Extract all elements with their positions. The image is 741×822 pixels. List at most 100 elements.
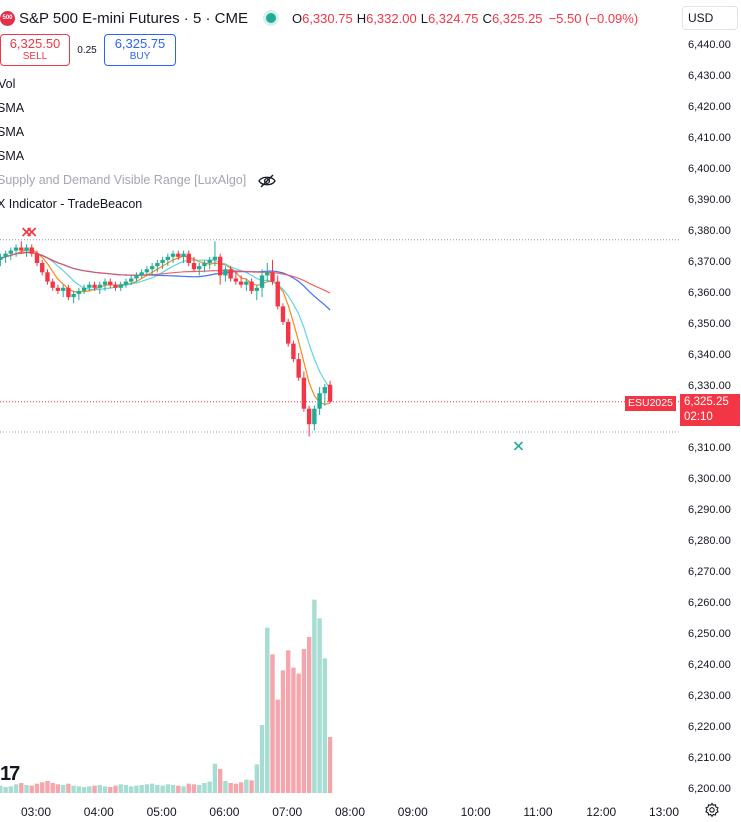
market-open-status-icon[interactable] (265, 13, 276, 23)
candle-body (275, 281, 280, 307)
candle-body (312, 408, 317, 425)
volume-bar (312, 599, 317, 793)
price-tick: 6,220.00 (688, 721, 731, 733)
volume-bar (13, 784, 19, 793)
volume-bar (123, 785, 129, 793)
volume-bar (181, 786, 186, 793)
price-tick: 6,200.00 (688, 783, 731, 795)
price-tick: 6,230.00 (688, 690, 731, 702)
volume-bar (66, 783, 71, 793)
price-tick: 6,350.00 (688, 318, 731, 330)
candle-body (102, 281, 108, 285)
sell-label: SELL (22, 51, 48, 62)
volume-bar (71, 785, 76, 793)
sell-signal-marker (27, 227, 37, 237)
candle-body (238, 281, 244, 285)
time-tick: 09:00 (397, 805, 428, 819)
candle-body (296, 359, 301, 378)
volume-bar (249, 780, 254, 793)
chart-pane[interactable] (0, 0, 680, 796)
volume-bar (265, 627, 270, 793)
price-tick: 6,290.00 (688, 504, 731, 516)
volume-bar (327, 737, 333, 793)
volume-bar (223, 781, 228, 793)
low-value: 6,324.75 (427, 10, 479, 26)
currency-selector[interactable]: USD (682, 6, 738, 30)
time-axis[interactable] (0, 796, 741, 822)
volume-bar (134, 785, 139, 793)
candle-body (19, 247, 24, 251)
indicator-vol[interactable]: Vol (0, 77, 16, 91)
candlestick-chart[interactable] (0, 0, 680, 796)
sell-button[interactable]: 6,325.50 SELL (0, 34, 70, 66)
bar-countdown: 02:10 (684, 411, 713, 423)
candle-body (118, 284, 123, 288)
indicator-supply-demand[interactable]: Supply and Demand Visible Range [LuxAlgo… (0, 173, 276, 188)
buy-signal-marker (513, 441, 524, 451)
volume-bar (139, 785, 144, 793)
indicator-tradebeacon[interactable]: X Indicator - TradeBeacon (0, 197, 143, 211)
candle-body (317, 393, 322, 409)
candle-body (160, 259, 165, 263)
volume-bar (118, 784, 123, 793)
volume-bar (76, 786, 82, 793)
symbol-logo-icon[interactable]: 500 (0, 10, 15, 26)
indicator-sma-3[interactable]: SMA (0, 149, 25, 163)
candle-body (228, 269, 233, 279)
eye-hidden-icon[interactable] (257, 174, 276, 188)
volume-bar (19, 783, 24, 793)
price-tick: 6,270.00 (688, 566, 731, 578)
candle-body (66, 287, 71, 298)
price-tick: 6,240.00 (688, 659, 731, 671)
tradingview-logo-icon[interactable]: 17 (0, 763, 20, 785)
volume-bar (60, 785, 66, 793)
signal-cross (27, 227, 37, 237)
candle-body (259, 275, 265, 288)
price-tick: 6,260.00 (688, 597, 731, 609)
time-tick: 04:00 (83, 805, 114, 819)
candle-body (113, 284, 118, 288)
volume-bar (202, 783, 207, 793)
change-value: −5.50 (−0.09%) (548, 10, 639, 26)
candle-body (202, 263, 207, 267)
candle-body (286, 321, 291, 344)
price-tick: 6,440.00 (688, 39, 731, 51)
candle-body (322, 387, 328, 394)
candle-body (76, 290, 82, 294)
last-price-label: 6,325.25 02:10 (680, 394, 740, 426)
low-label: L (420, 10, 428, 26)
price-tick: 6,430.00 (688, 70, 731, 82)
price-tick: 6,410.00 (688, 132, 731, 144)
volume-bar (212, 763, 218, 793)
price-tick: 6,370.00 (688, 256, 731, 268)
last-price-value: 6,325.25 (684, 396, 729, 408)
candle-body (197, 266, 202, 270)
volume-bar (129, 786, 134, 793)
volume-bar (0, 785, 3, 793)
chart-settings-icon[interactable] (704, 802, 720, 818)
candle-body (170, 253, 176, 257)
spread-value: 0.25 (77, 44, 97, 56)
volume-bar (176, 785, 181, 793)
candle-body (249, 281, 254, 291)
candle-body (123, 281, 129, 285)
candle-body (144, 269, 150, 273)
candle-body (55, 287, 61, 291)
symbol-title[interactable]: S&P 500 E-mini Futures · 5 · CME (19, 9, 248, 27)
candle-body (223, 269, 228, 276)
price-tick: 6,390.00 (688, 194, 731, 206)
price-tick: 6,330.00 (688, 380, 731, 392)
candle-body (81, 287, 87, 291)
candle-body (327, 384, 333, 402)
candle-body (8, 250, 14, 254)
candle-body (186, 253, 191, 263)
price-tick: 6,420.00 (688, 101, 731, 113)
indicator-sma-1[interactable]: SMA (0, 101, 25, 115)
candle-body (40, 263, 45, 273)
indicator-sma-2[interactable]: SMA (0, 125, 25, 139)
buy-button[interactable]: 6,325.75 BUY (104, 34, 176, 66)
candle-body (134, 275, 139, 279)
volume-bar (280, 670, 286, 793)
volume-bar (207, 781, 212, 793)
volume-bar (87, 786, 92, 793)
